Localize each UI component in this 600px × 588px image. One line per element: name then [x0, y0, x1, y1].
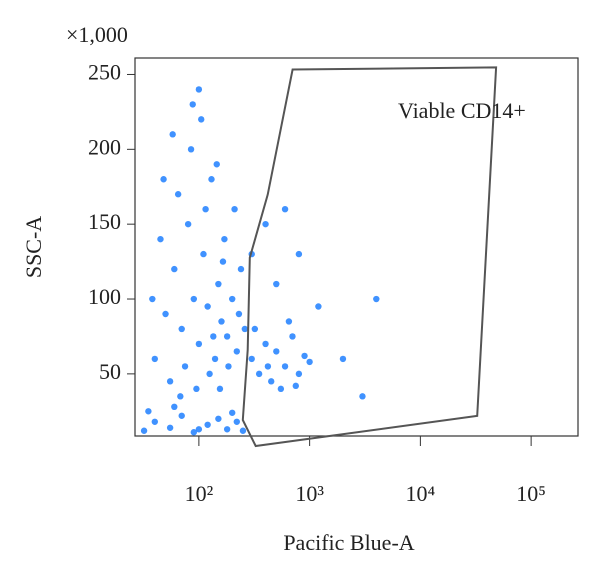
- point: [195, 426, 203, 433]
- point: [204, 303, 211, 310]
- point: [195, 86, 203, 93]
- gate: [241, 66, 498, 448]
- point: [292, 382, 299, 390]
- point: [166, 424, 174, 431]
- point: [195, 340, 203, 348]
- point: [208, 176, 215, 183]
- point: [281, 206, 289, 213]
- point: [225, 363, 232, 370]
- point: [178, 325, 185, 333]
- point: [215, 280, 222, 288]
- point: [160, 176, 167, 183]
- y-axis-label: SSC-A: [21, 216, 46, 278]
- point: [140, 427, 148, 434]
- point: [235, 310, 243, 318]
- plot-frame: [134, 57, 579, 437]
- point: [177, 393, 184, 400]
- point: [264, 363, 272, 370]
- y-tick-label: 100: [88, 284, 121, 309]
- x-tick-label: 10²: [185, 481, 214, 506]
- point: [149, 295, 156, 303]
- point: [359, 393, 366, 400]
- point: [229, 409, 236, 416]
- point: [216, 385, 224, 393]
- point: [181, 363, 189, 370]
- point: [231, 206, 238, 213]
- point: [219, 258, 227, 265]
- point: [198, 116, 205, 123]
- point: [339, 355, 347, 363]
- point: [301, 352, 308, 360]
- point: [262, 220, 269, 228]
- point: [190, 295, 198, 303]
- point: [210, 333, 217, 340]
- x-tick-label: 10³: [295, 481, 324, 506]
- y-tick-label: 50: [99, 359, 121, 384]
- point: [190, 429, 198, 436]
- point: [218, 318, 225, 325]
- point: [193, 385, 200, 393]
- y-tick-label: 150: [88, 209, 121, 234]
- x-axis-label: Pacific Blue-A: [283, 530, 414, 555]
- point: [174, 191, 182, 198]
- point: [255, 370, 263, 378]
- point: [171, 265, 178, 273]
- point: [273, 348, 280, 355]
- point: [211, 355, 219, 363]
- point: [295, 370, 303, 378]
- point: [277, 385, 285, 393]
- x-tick-label: 10⁴: [406, 481, 436, 506]
- point: [189, 101, 196, 108]
- point: [248, 355, 255, 363]
- point: [239, 427, 247, 434]
- point: [373, 295, 380, 303]
- point: [241, 325, 249, 333]
- point: [285, 318, 293, 325]
- point: [151, 418, 159, 425]
- x-tick-label: 10⁵: [516, 481, 546, 506]
- point: [171, 403, 178, 411]
- point: [215, 415, 222, 422]
- point: [157, 235, 164, 243]
- point: [315, 303, 322, 310]
- point: [237, 265, 245, 273]
- point: [281, 363, 289, 370]
- point: [187, 146, 195, 153]
- point: [233, 348, 240, 355]
- point: [206, 370, 213, 378]
- point: [169, 131, 176, 138]
- point: [295, 250, 303, 258]
- point: [273, 280, 280, 288]
- point: [223, 333, 231, 340]
- point: [262, 340, 269, 348]
- point: [162, 310, 169, 318]
- gate-label: Viable CD14+: [398, 98, 526, 123]
- point: [306, 358, 313, 366]
- point: [221, 235, 228, 243]
- point: [178, 412, 185, 419]
- point: [233, 418, 240, 425]
- point: [213, 161, 220, 168]
- point: [268, 378, 275, 385]
- point: [184, 220, 192, 228]
- point: [200, 250, 207, 258]
- point: [204, 421, 211, 428]
- point: [289, 333, 296, 340]
- axis-multiplier: ×1,000: [66, 22, 128, 47]
- point: [202, 206, 209, 213]
- y-tick-label: 200: [88, 134, 121, 159]
- point: [151, 355, 159, 363]
- point: [251, 325, 259, 333]
- point: [166, 378, 174, 385]
- point: [223, 426, 231, 433]
- point: [229, 295, 236, 303]
- point: [145, 408, 152, 415]
- y-tick-label: 250: [88, 60, 121, 85]
